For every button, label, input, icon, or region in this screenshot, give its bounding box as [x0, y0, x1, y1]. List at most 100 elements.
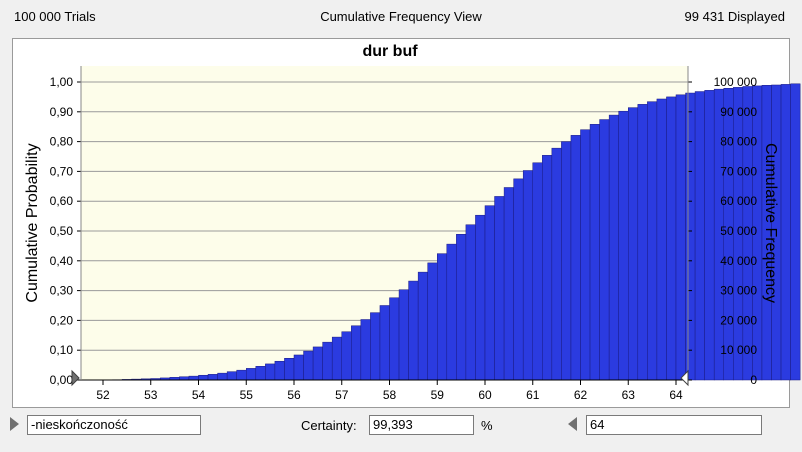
cumulative-bar	[532, 162, 543, 381]
cumulative-bar	[437, 253, 448, 381]
cumulative-bar	[217, 372, 228, 381]
cumulative-bar	[303, 350, 314, 381]
y2-tick-label: 10 000	[720, 343, 757, 357]
cumulative-bar	[207, 374, 218, 381]
y-tick-label: 0,20	[50, 313, 74, 327]
y-tick-label: 0,60	[50, 194, 74, 208]
y2-tick-label: 40 000	[720, 254, 757, 268]
y-tick-label: 0,90	[50, 105, 74, 119]
y2-tick-label: 30 000	[720, 284, 757, 298]
y-tick-label: 0,30	[50, 284, 74, 298]
cumulative-bar	[542, 155, 553, 381]
y-tick-label: 0,50	[50, 224, 74, 238]
x-tick-label: 62	[574, 388, 588, 402]
upper-limit-arrow-icon[interactable]	[568, 417, 577, 431]
cumulative-bar	[484, 205, 495, 381]
cumulative-bar	[780, 84, 791, 381]
header-bar: 100 000 Trials Cumulative Frequency View…	[0, 0, 802, 32]
lower-limit-marker-icon[interactable]	[71, 369, 80, 387]
lower-limit-input[interactable]: -nieskończoność	[27, 415, 201, 435]
cumulative-bar	[417, 271, 428, 381]
cumulative-bar	[561, 141, 572, 381]
cumulative-bar	[647, 101, 658, 381]
cumulative-bar	[618, 110, 629, 381]
lower-limit-arrow-icon[interactable]	[10, 417, 19, 431]
cumulative-bar	[226, 371, 237, 381]
x-tick-label: 64	[669, 388, 683, 402]
y2-tick-label: 90 000	[720, 105, 757, 119]
trials-count: 100 000 Trials	[14, 9, 96, 24]
y-axis-ticks: 0,00 0,10 0,20 0,30 0,40 0,50 0,60 0,70 0,80 0,90…	[50, 75, 81, 387]
cumulative-bar	[475, 214, 486, 381]
certainty-input[interactable]: 99,393	[369, 415, 474, 435]
cumulative-bar	[589, 124, 600, 381]
cumulative-bar	[694, 91, 705, 381]
x-tick-label: 59	[431, 388, 445, 402]
x-tick-label: 53	[144, 388, 158, 402]
cumulative-bar	[198, 374, 209, 381]
x-tick-label: 56	[287, 388, 301, 402]
y2-axis-ticks: 0 10 000 20 000 30 000 40 000 50 000 60 000 70 …	[688, 75, 757, 387]
y2-tick-label: 50 000	[720, 224, 757, 238]
cumulative-bar	[322, 341, 333, 381]
upper-limit-marker-icon[interactable]	[680, 369, 689, 387]
footer-bar: -nieskończoność Certainty: 99,393 % 64	[0, 408, 802, 452]
cumulative-bar	[265, 363, 276, 381]
displayed-count: 99 431 Displayed	[684, 9, 785, 24]
x-tick-label: 61	[526, 388, 540, 402]
x-tick-label: 60	[478, 388, 492, 402]
y-tick-label: 0,40	[50, 254, 74, 268]
cumulative-bar	[236, 369, 247, 381]
y-axis-label: Cumulative Probability	[24, 143, 41, 302]
percent-sign: %	[481, 418, 493, 433]
cumulative-chart[interactable]: dur buf 0,00 0,10 0,20 0,30 0,40 0,50 0,60 0,70…	[0, 0, 802, 408]
y2-tick-label: 20 000	[720, 313, 757, 327]
cumulative-bar	[379, 305, 390, 381]
cumulative-bar	[427, 262, 438, 381]
bars	[112, 83, 801, 381]
y2-tick-label: 70 000	[720, 164, 757, 178]
certainty-label: Certainty:	[301, 418, 357, 433]
cumulative-bar	[790, 83, 801, 381]
cumulative-bar	[408, 280, 419, 381]
x-tick-label: 63	[622, 388, 636, 402]
y-tick-label: 0,00	[50, 373, 74, 387]
cumulative-bar	[351, 325, 362, 381]
cumulative-bar	[685, 92, 696, 381]
cumulative-bar	[341, 331, 352, 381]
cumulative-bar	[675, 94, 686, 381]
cumulative-bar	[570, 135, 581, 381]
cumulative-bar	[456, 234, 467, 381]
cumulative-bar	[608, 114, 619, 381]
x-tick-label: 58	[383, 388, 397, 402]
x-tick-label: 57	[335, 388, 349, 402]
cumulative-bar	[274, 360, 285, 381]
cumulative-bar	[293, 354, 304, 381]
x-tick-label: 54	[192, 388, 206, 402]
y2-axis-label: Cumulative Frequency	[762, 143, 779, 303]
cumulative-bar	[522, 170, 534, 381]
cumulative-bar	[312, 346, 323, 381]
cumulative-bar	[370, 312, 381, 381]
cumulative-bar	[637, 104, 648, 381]
x-axis-ticks: 52 53 54 55 56 57 58 59 60 61 62 63 64	[96, 380, 683, 402]
cumulative-bar	[360, 319, 371, 381]
cumulative-bar	[599, 119, 610, 381]
cumulative-bar	[255, 366, 266, 381]
x-tick-label: 52	[96, 388, 110, 402]
cumulative-bar	[465, 224, 476, 381]
view-name[interactable]: Cumulative Frequency View	[320, 9, 482, 24]
cumulative-bar	[503, 187, 514, 381]
cumulative-bar	[446, 243, 457, 381]
cumulative-bar	[656, 98, 667, 381]
cumulative-bar	[580, 129, 591, 381]
cumulative-bar	[389, 297, 400, 381]
upper-limit-input[interactable]: 64	[586, 415, 762, 435]
y2-tick-label: 80 000	[720, 135, 757, 149]
y2-tick-label: 60 000	[720, 194, 757, 208]
x-tick-label: 55	[240, 388, 254, 402]
cumulative-bar	[398, 289, 409, 381]
cumulative-bar	[246, 368, 257, 381]
cumulative-bar	[666, 96, 677, 381]
cumulative-bar	[628, 107, 639, 381]
